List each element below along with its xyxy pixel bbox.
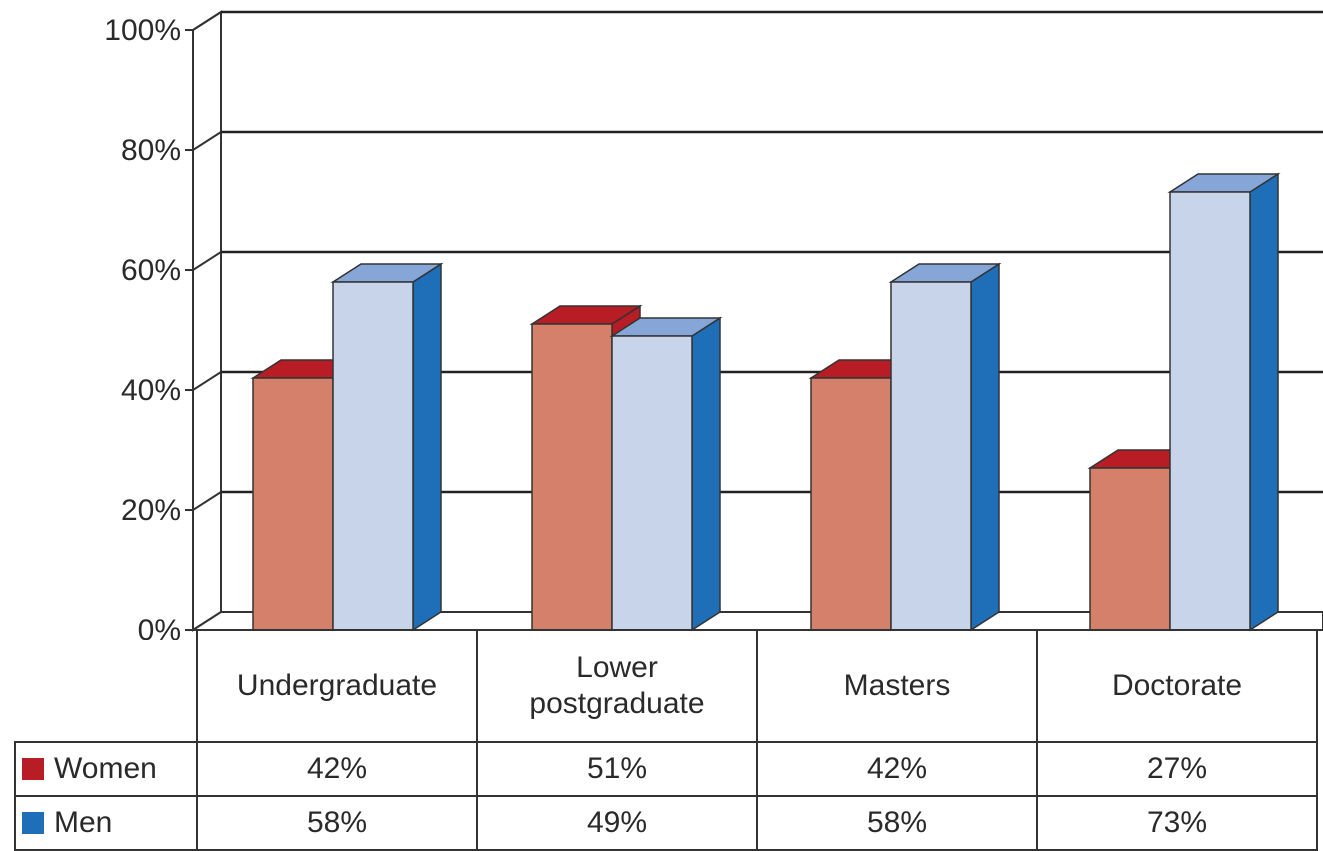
bar-side xyxy=(691,316,721,632)
bar-front xyxy=(810,377,892,631)
men-lower-postgraduate-value: 49% xyxy=(476,795,758,851)
y-tick-label: 40% xyxy=(121,374,181,407)
table-row-women: Women 42% 51% 42% 27% xyxy=(14,741,1318,797)
bar-side xyxy=(412,262,442,632)
gridline-depth xyxy=(192,251,222,271)
bar-men-undergraduate xyxy=(330,262,444,632)
bar-front xyxy=(890,281,972,631)
legend-item-women: Women xyxy=(14,741,198,797)
category-row: Undergraduate Lower postgraduate Masters … xyxy=(15,629,1318,743)
bar-front xyxy=(332,281,414,631)
category-label-doctorate: Doctorate xyxy=(1036,629,1318,743)
bar-front xyxy=(531,323,613,631)
y-axis: 0%20%40%60%80%100% xyxy=(104,14,193,640)
bar-men-doctorate xyxy=(1167,172,1281,632)
gridline-depth xyxy=(192,11,222,31)
men-doctorate-value: 73% xyxy=(1036,795,1318,851)
bar-front xyxy=(611,335,693,631)
side-wall xyxy=(192,10,222,632)
bar-side xyxy=(970,262,1000,632)
chart-walls xyxy=(189,10,1323,632)
men-undergraduate-value: 58% xyxy=(196,795,478,851)
bar-men-masters xyxy=(888,262,1002,632)
bar-men-lower-postgraduate xyxy=(609,316,723,632)
legend-item-men: Men xyxy=(14,795,198,851)
gridline-depth xyxy=(192,131,222,151)
y-tick-label: 60% xyxy=(121,254,181,287)
women-swatch xyxy=(22,758,44,780)
bar-chart: 0%20%40%60%80%100% xyxy=(104,10,1323,640)
table-row-men: Men 58% 49% 58% 73% xyxy=(14,795,1318,851)
category-label-undergraduate: Undergraduate xyxy=(196,629,478,743)
data-table: Undergraduate Lower postgraduate Masters … xyxy=(14,629,1318,851)
bar-front xyxy=(252,377,334,631)
y-tick-label: 20% xyxy=(121,494,181,527)
category-label-masters: Masters xyxy=(756,629,1038,743)
bar-side xyxy=(1249,172,1279,632)
women-masters-value: 42% xyxy=(756,741,1038,797)
bar-front xyxy=(1089,467,1171,631)
men-swatch xyxy=(22,812,44,834)
gridline-depth xyxy=(192,371,222,391)
women-undergraduate-value: 42% xyxy=(196,741,478,797)
y-tick-label: 100% xyxy=(104,14,181,47)
bar-front xyxy=(1169,191,1251,631)
y-tick-label: 80% xyxy=(121,134,181,167)
women-lower-postgraduate-value: 51% xyxy=(476,741,758,797)
men-masters-value: 58% xyxy=(756,795,1038,851)
bars xyxy=(250,172,1281,632)
category-label-lower-postgraduate: Lower postgraduate xyxy=(476,629,758,743)
women-doctorate-value: 27% xyxy=(1036,741,1318,797)
gridline-depth xyxy=(192,491,222,511)
table-corner xyxy=(15,630,198,743)
